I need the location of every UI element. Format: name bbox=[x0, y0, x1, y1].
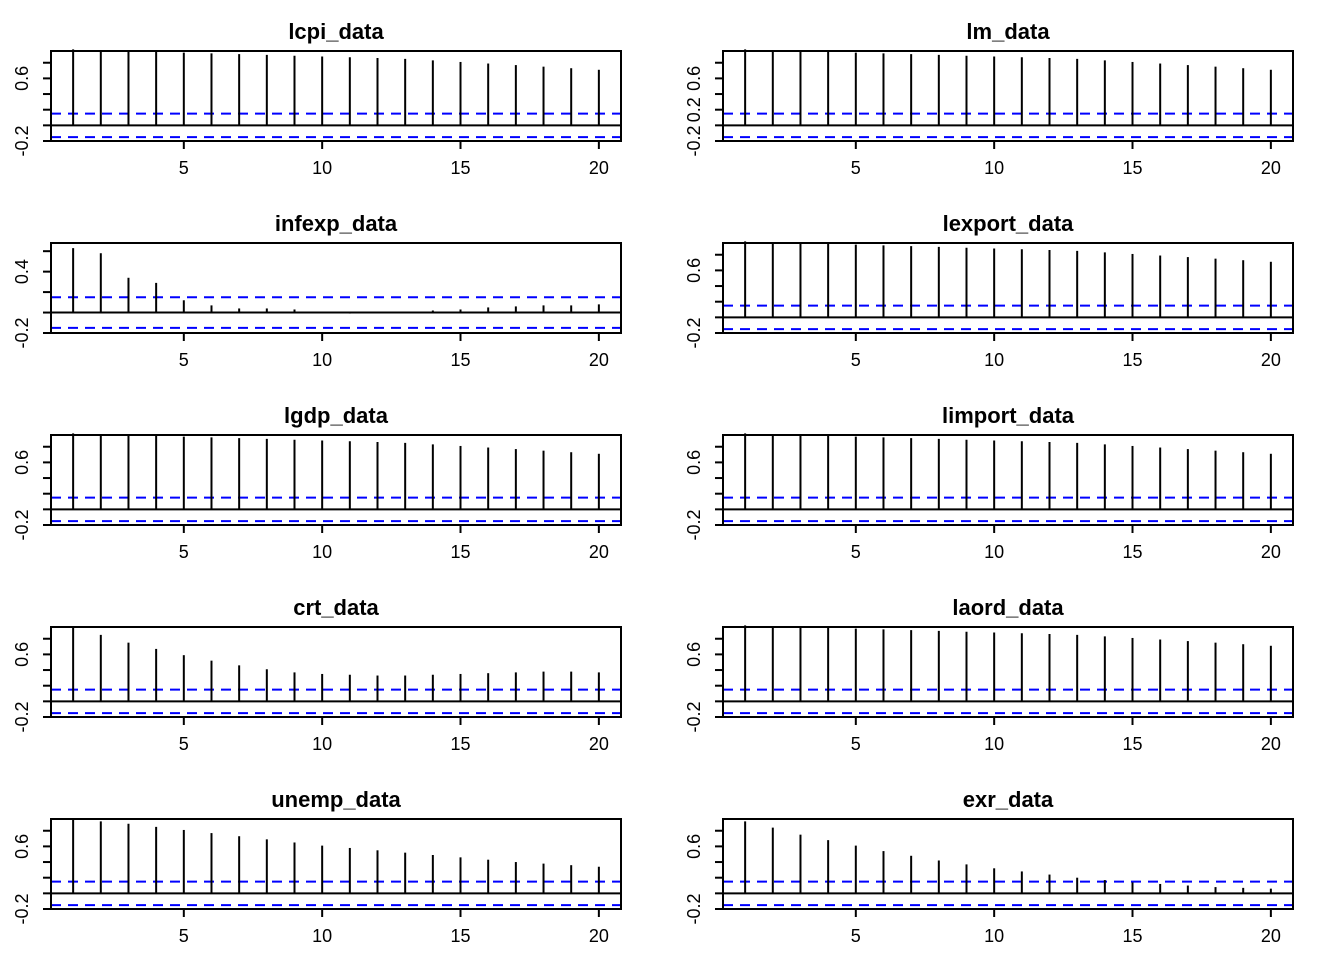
y-tick-label: -0.2 bbox=[12, 125, 32, 156]
x-tick-label: 15 bbox=[1122, 542, 1142, 562]
x-tick-label: 10 bbox=[312, 926, 332, 946]
y-tick-label: 0.6 bbox=[684, 450, 704, 475]
y-tick-label: 0.4 bbox=[12, 259, 32, 284]
x-tick-label: 15 bbox=[1122, 926, 1142, 946]
x-tick-label: 20 bbox=[589, 734, 609, 754]
y-tick-label: -0.2 bbox=[684, 125, 704, 156]
x-tick-label: 10 bbox=[984, 158, 1004, 178]
acf-panel: unemp_data 5 10 15 20 -0.2 0.6 bbox=[12, 787, 622, 946]
panel-title: exr_data bbox=[963, 787, 1054, 812]
panel-title: lexport_data bbox=[943, 211, 1075, 236]
plot-frame bbox=[722, 50, 1294, 142]
plot-frame bbox=[50, 50, 622, 142]
panel-title: lcpi_data bbox=[288, 19, 384, 44]
x-tick-label: 10 bbox=[984, 734, 1004, 754]
x-tick-label: 15 bbox=[450, 350, 470, 370]
x-tick-label: 20 bbox=[1261, 542, 1281, 562]
plot-frame bbox=[50, 818, 622, 910]
y-tick-label: 0.6 bbox=[684, 834, 704, 859]
plot-frame bbox=[50, 626, 622, 718]
plot-frame bbox=[722, 626, 1294, 718]
plot-frame bbox=[50, 242, 622, 334]
x-tick-label: 5 bbox=[851, 350, 861, 370]
x-tick-label: 20 bbox=[589, 158, 609, 178]
acf-panel: lm_data 5 10 15 20 -0.2 0.2 0.6 bbox=[684, 19, 1294, 178]
x-tick-label: 10 bbox=[984, 350, 1004, 370]
panel-title: infexp_data bbox=[275, 211, 398, 236]
x-tick-label: 5 bbox=[851, 158, 861, 178]
x-tick-label: 10 bbox=[984, 926, 1004, 946]
acf-panel: infexp_data 5 10 15 20 -0.2 0.4 bbox=[12, 211, 622, 370]
y-tick-label: 0.6 bbox=[12, 834, 32, 859]
y-tick-label: -0.2 bbox=[12, 317, 32, 348]
acf-panel: crt_data 5 10 15 20 -0.2 0.6 bbox=[12, 595, 622, 754]
y-tick-label: -0.2 bbox=[684, 317, 704, 348]
x-tick-label: 10 bbox=[312, 158, 332, 178]
x-tick-label: 5 bbox=[179, 926, 189, 946]
x-tick-label: 5 bbox=[851, 542, 861, 562]
x-tick-label: 5 bbox=[179, 350, 189, 370]
y-tick-label: -0.2 bbox=[684, 509, 704, 540]
x-tick-label: 20 bbox=[589, 350, 609, 370]
y-tick-label: 0.6 bbox=[684, 66, 704, 91]
x-tick-label: 5 bbox=[179, 542, 189, 562]
acf-panel: lexport_data 5 10 15 20 -0.2 0.6 bbox=[684, 211, 1294, 370]
plot-frame bbox=[50, 434, 622, 526]
y-tick-label: -0.2 bbox=[684, 893, 704, 924]
x-tick-label: 15 bbox=[1122, 350, 1142, 370]
panel-title: laord_data bbox=[952, 595, 1064, 620]
y-tick-label: -0.2 bbox=[684, 701, 704, 732]
y-tick-label: 0.6 bbox=[12, 66, 32, 91]
panel-title: limport_data bbox=[942, 403, 1075, 428]
y-tick-label: 0.2 bbox=[684, 97, 704, 122]
plot-frame bbox=[722, 242, 1294, 334]
x-tick-label: 20 bbox=[1261, 158, 1281, 178]
y-tick-label: -0.2 bbox=[12, 509, 32, 540]
y-tick-label: 0.6 bbox=[12, 642, 32, 667]
x-tick-label: 5 bbox=[179, 734, 189, 754]
y-tick-label: 0.6 bbox=[12, 450, 32, 475]
acf-panel: laord_data 5 10 15 20 -0.2 0.6 bbox=[684, 595, 1294, 754]
y-tick-label: 0.6 bbox=[684, 642, 704, 667]
x-tick-label: 20 bbox=[1261, 926, 1281, 946]
y-tick-label: -0.2 bbox=[12, 701, 32, 732]
acf-panel: exr_data 5 10 15 20 -0.2 0.6 bbox=[684, 787, 1294, 946]
panel-title: lm_data bbox=[966, 19, 1050, 44]
y-tick-label: 0.6 bbox=[684, 258, 704, 283]
x-tick-label: 15 bbox=[1122, 734, 1142, 754]
acf-panel: lcpi_data 5 10 15 20 -0.2 0.6 bbox=[12, 19, 622, 178]
panel-title: unemp_data bbox=[271, 787, 401, 812]
plot-frame bbox=[722, 818, 1294, 910]
x-tick-label: 15 bbox=[450, 926, 470, 946]
x-tick-label: 10 bbox=[984, 542, 1004, 562]
x-tick-label: 10 bbox=[312, 734, 332, 754]
x-tick-label: 5 bbox=[851, 926, 861, 946]
x-tick-label: 20 bbox=[1261, 350, 1281, 370]
plot-frame bbox=[722, 434, 1294, 526]
x-tick-label: 5 bbox=[179, 158, 189, 178]
y-tick-label: -0.2 bbox=[12, 893, 32, 924]
acf-panel: lgdp_data 5 10 15 20 -0.2 0.6 bbox=[12, 403, 622, 562]
panel-title: lgdp_data bbox=[284, 403, 389, 428]
x-tick-label: 15 bbox=[450, 542, 470, 562]
panel-title: crt_data bbox=[293, 595, 379, 620]
x-tick-label: 15 bbox=[450, 158, 470, 178]
x-tick-label: 10 bbox=[312, 350, 332, 370]
acf-panel: limport_data 5 10 15 20 -0.2 0.6 bbox=[684, 403, 1294, 562]
x-tick-label: 5 bbox=[851, 734, 861, 754]
x-tick-label: 20 bbox=[1261, 734, 1281, 754]
x-tick-label: 15 bbox=[450, 734, 470, 754]
x-tick-label: 20 bbox=[589, 926, 609, 946]
x-tick-label: 15 bbox=[1122, 158, 1142, 178]
x-tick-label: 20 bbox=[589, 542, 609, 562]
x-tick-label: 10 bbox=[312, 542, 332, 562]
